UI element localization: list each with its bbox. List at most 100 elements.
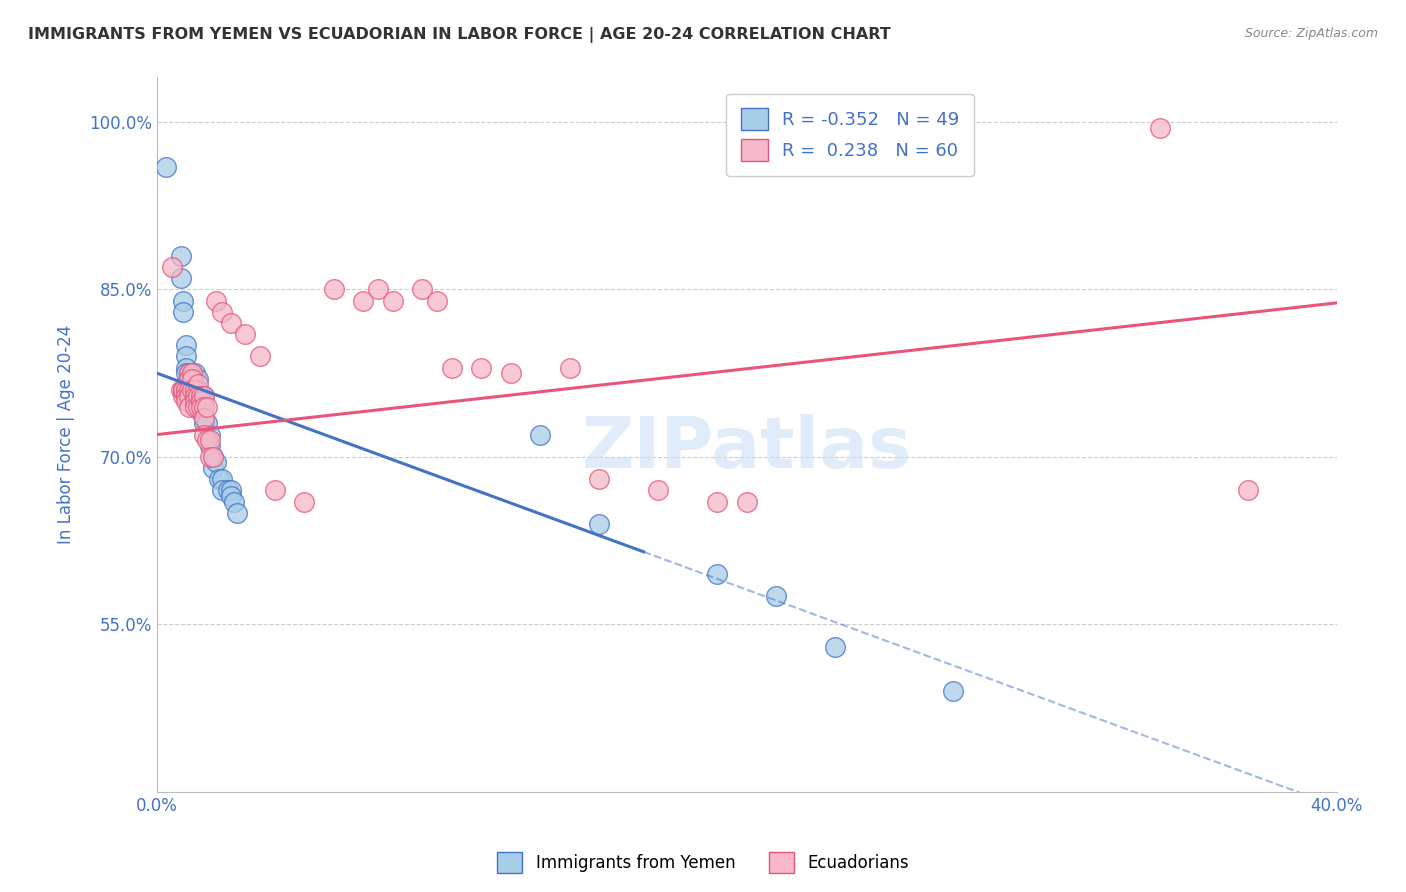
Point [735, 494, 758, 508]
Point [588, 472, 610, 486]
Point [647, 483, 669, 498]
Point [184, 366, 207, 380]
Point [181, 366, 204, 380]
Point [529, 427, 551, 442]
Point [1237, 483, 1260, 498]
Point [225, 506, 247, 520]
Point [201, 450, 224, 464]
Point [824, 640, 846, 654]
Point [184, 400, 207, 414]
Point [187, 377, 209, 392]
Point [367, 283, 389, 297]
Point [184, 388, 207, 402]
Point [193, 417, 215, 431]
Point [193, 400, 215, 414]
Point [411, 283, 433, 297]
Point [181, 383, 204, 397]
Point [179, 400, 201, 414]
Point [193, 400, 215, 414]
Point [942, 684, 965, 698]
Point [179, 366, 201, 380]
Point [176, 350, 198, 364]
Point [217, 483, 239, 498]
Point [181, 372, 204, 386]
Point [706, 494, 728, 508]
Point [201, 450, 224, 464]
Point [190, 394, 212, 409]
Point [179, 366, 201, 380]
Point [179, 388, 201, 402]
Point [235, 327, 257, 342]
Point [201, 461, 224, 475]
Point [193, 388, 215, 402]
Point [169, 249, 191, 263]
Point [181, 366, 204, 380]
Point [208, 472, 231, 486]
Point [193, 388, 215, 402]
Point [190, 388, 212, 402]
Point [181, 383, 204, 397]
Point [172, 293, 194, 308]
Point [160, 260, 183, 275]
Point [187, 400, 209, 414]
Point [176, 338, 198, 352]
Point [190, 394, 212, 409]
Point [195, 417, 218, 431]
Point [195, 433, 218, 447]
Point [176, 360, 198, 375]
Point [179, 372, 201, 386]
Point [187, 383, 209, 397]
Point [426, 293, 449, 308]
Point [184, 383, 207, 397]
Point [205, 293, 228, 308]
Point [176, 388, 198, 402]
Point [179, 372, 201, 386]
Point [381, 293, 404, 308]
Point [184, 383, 207, 397]
Point [176, 394, 198, 409]
Point [181, 372, 204, 386]
Point [172, 388, 194, 402]
Point [706, 567, 728, 582]
Point [184, 394, 207, 409]
Point [558, 360, 581, 375]
Point [440, 360, 463, 375]
Point [198, 439, 221, 453]
Point [470, 360, 492, 375]
Point [211, 305, 233, 319]
Point [219, 483, 242, 498]
Point [499, 366, 522, 380]
Point [198, 433, 221, 447]
Point [179, 383, 201, 397]
Point [187, 372, 209, 386]
Point [187, 388, 209, 402]
Point [588, 516, 610, 531]
Point [219, 489, 242, 503]
Point [181, 377, 204, 392]
Point [172, 305, 194, 319]
Legend: R = -0.352   N = 49, R =  0.238   N = 60: R = -0.352 N = 49, R = 0.238 N = 60 [725, 94, 974, 176]
Point [195, 400, 218, 414]
Point [211, 483, 233, 498]
Text: Source: ZipAtlas.com: Source: ZipAtlas.com [1244, 27, 1378, 40]
Point [155, 160, 177, 174]
Point [190, 400, 212, 414]
Point [352, 293, 374, 308]
Point [190, 405, 212, 419]
Text: ZIPatlas: ZIPatlas [582, 415, 912, 483]
Point [1149, 120, 1171, 135]
Point [179, 372, 201, 386]
Point [765, 590, 787, 604]
Point [176, 383, 198, 397]
Point [176, 366, 198, 380]
Point [193, 427, 215, 442]
Text: IMMIGRANTS FROM YEMEN VS ECUADORIAN IN LABOR FORCE | AGE 20-24 CORRELATION CHART: IMMIGRANTS FROM YEMEN VS ECUADORIAN IN L… [28, 27, 891, 43]
Point [264, 483, 287, 498]
Point [198, 450, 221, 464]
Point [222, 494, 245, 508]
Point [219, 316, 242, 330]
Legend: Immigrants from Yemen, Ecuadorians: Immigrants from Yemen, Ecuadorians [491, 846, 915, 880]
Point [322, 283, 344, 297]
Point [193, 410, 215, 425]
Point [172, 383, 194, 397]
